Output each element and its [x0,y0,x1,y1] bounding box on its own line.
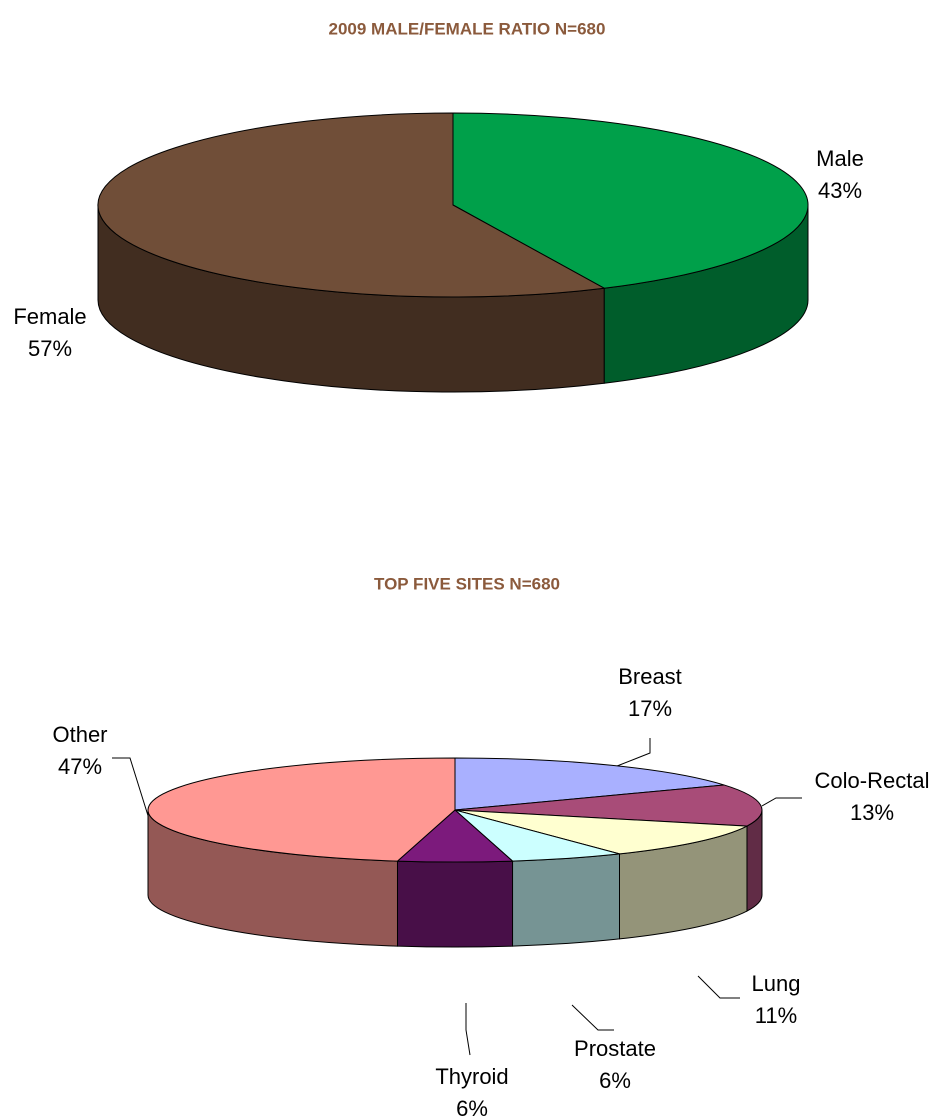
pie-slice [147,757,456,862]
slice-category: Prostate [574,1036,656,1061]
leader-line [465,1003,471,1056]
pie-slice [454,784,763,827]
pie-slice [452,112,809,289]
slice-value-label: 43% [818,178,862,203]
slice-category: Thyroid [435,1064,508,1089]
pie-side [512,853,620,947]
slice-value-label: 6% [456,1096,488,1120]
slice-value-label: 6% [599,1068,631,1093]
pie-slice [97,112,606,298]
pie-side [396,860,514,948]
slice-value-label: 13% [850,800,894,825]
slice-category: Male [816,146,864,171]
pie-slice [454,757,725,811]
leader-line [697,975,740,999]
chart-title: TOP FIVE SITES N=680 [374,574,560,593]
slice-category: Breast [618,664,682,689]
slice-value-label: 17% [628,696,672,721]
leader-line [761,797,802,807]
slice-category: Female [13,304,86,329]
leaders [112,738,802,1056]
slice-category: Lung [752,971,801,996]
leader-line [611,738,651,769]
slice-category: Other [52,722,107,747]
leader-line [571,1004,614,1031]
leader-line [112,757,151,823]
slice-value-label: 11% [755,1003,797,1028]
slice-value-label: 47% [58,754,102,779]
slice-value-label: 57% [28,336,72,361]
pie-top [97,112,809,298]
chart-title: 2009 MALE/FEMALE RATIO N=680 [329,19,606,38]
pie-sides [147,809,763,948]
slice-category: Colo-Rectal [815,768,930,793]
pie-slice [454,809,749,855]
pie-top [147,757,763,863]
